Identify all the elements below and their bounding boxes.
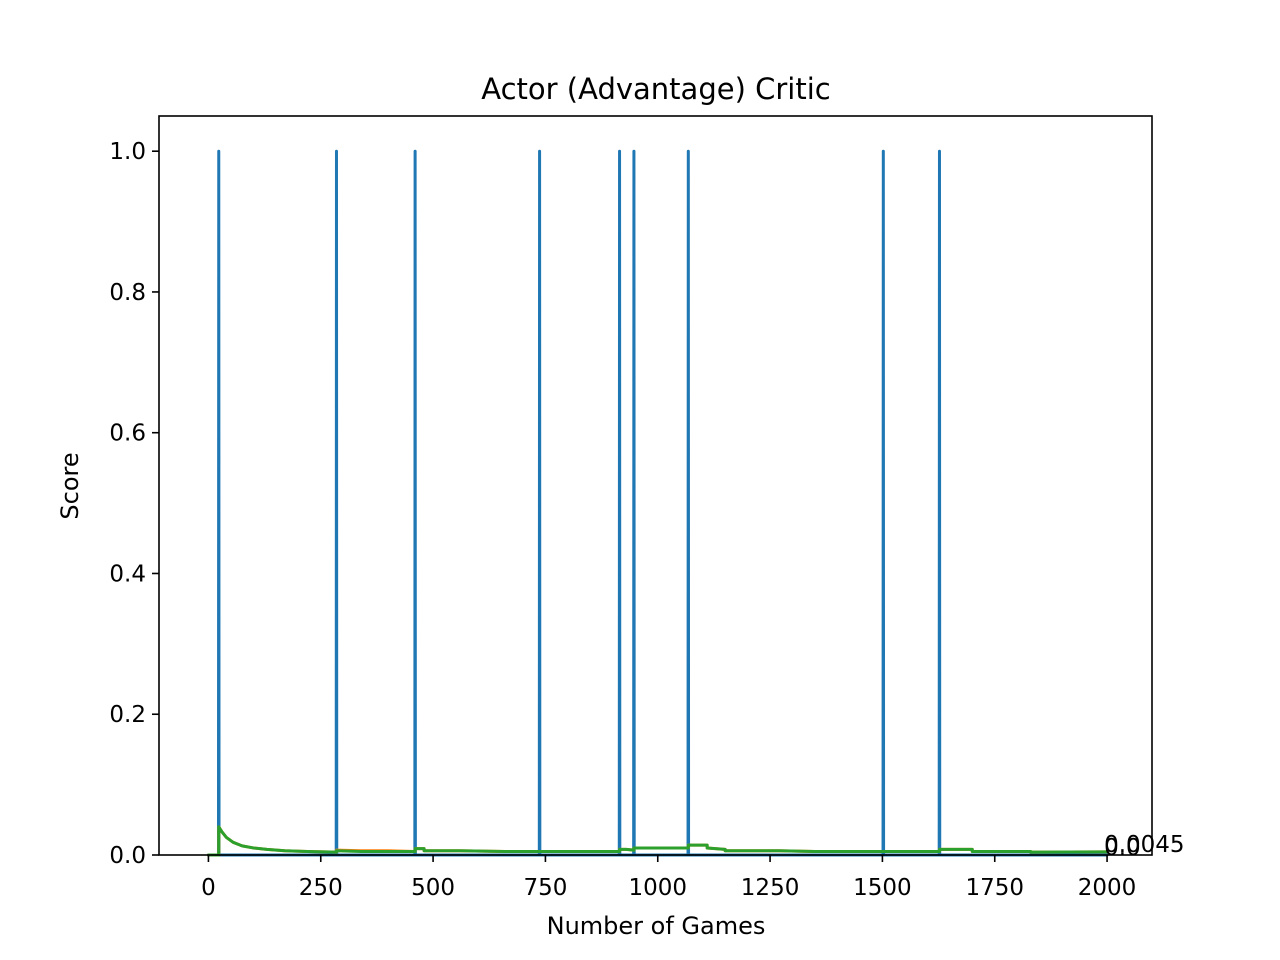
x-tick-label: 1750: [965, 875, 1024, 901]
x-tick-label: 1000: [628, 875, 687, 901]
x-tick-label: 0: [201, 875, 216, 901]
series-line-3: [206, 825, 1109, 857]
x-tick-label: 750: [523, 875, 567, 901]
y-tick-label: 0.8: [109, 280, 146, 306]
x-tick-label: 500: [411, 875, 455, 901]
chart-title: Actor (Advantage) Critic: [481, 72, 830, 106]
y-tick-label: 0.4: [109, 561, 146, 587]
y-axis-ticks: 0.0 0.2 0.4 0.6 0.8 1.0: [109, 139, 159, 869]
x-tick-label: 250: [299, 875, 343, 901]
plot-frame: [158, 115, 1153, 856]
annotation-layer: 0.00.0045: [1104, 832, 1184, 861]
y-axis-label: Score: [56, 452, 84, 519]
y-tick-label: 1.0: [109, 139, 146, 165]
y-tick-label: 0.2: [109, 702, 146, 728]
data-annotation: 0.0: [1104, 835, 1141, 861]
x-axis-ticks: 0 250 500 750 1000 1250 1500 1750 2000: [201, 855, 1136, 901]
x-axis-label: Number of Games: [547, 912, 766, 940]
data-annotation: 0.0045: [1104, 832, 1184, 858]
x-tick-label: 1500: [853, 875, 912, 901]
y-tick-label: 0.0: [109, 843, 146, 869]
x-tick-label: 1250: [741, 875, 800, 901]
x-tick-label: 2000: [1078, 875, 1137, 901]
series-layer: [206, 149, 1109, 857]
y-tick-label: 0.6: [109, 421, 146, 447]
series-line-1: [206, 149, 1109, 857]
